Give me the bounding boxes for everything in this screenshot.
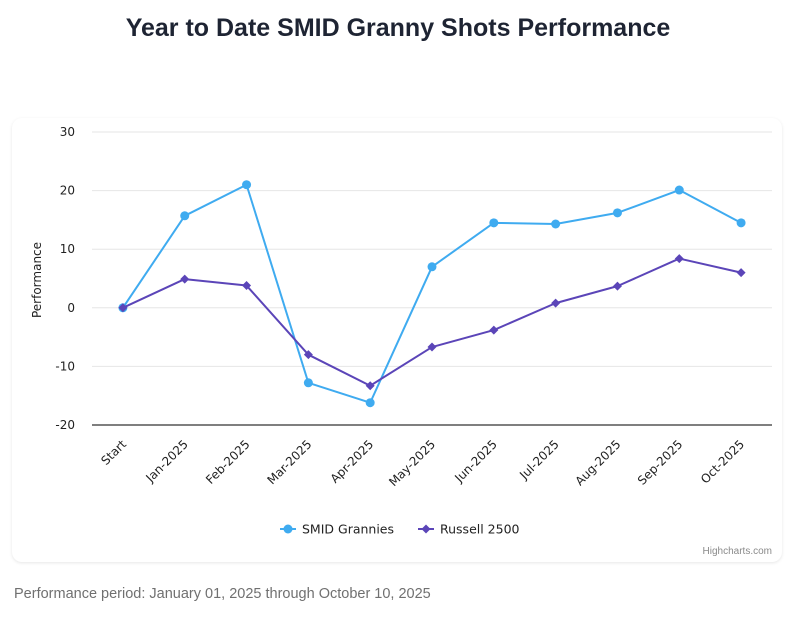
x-tick-label: Apr-2025 bbox=[328, 437, 377, 486]
page-title: Year to Date SMID Granny Shots Performan… bbox=[125, 14, 671, 42]
x-tick-label: Start bbox=[98, 437, 129, 468]
x-tick-label: Jan-2025 bbox=[143, 437, 191, 485]
x-tick-label: May-2025 bbox=[386, 437, 438, 489]
data-point[interactable] bbox=[612, 281, 622, 291]
data-point[interactable] bbox=[303, 378, 313, 388]
chart-card bbox=[12, 118, 782, 562]
legend-item[interactable]: SMID Grannies bbox=[280, 522, 394, 537]
legend-diamond-icon bbox=[421, 524, 431, 534]
series-line[interactable] bbox=[122, 183, 742, 404]
x-tick-label: Feb-2025 bbox=[203, 437, 253, 487]
data-point[interactable] bbox=[736, 218, 746, 228]
data-point[interactable] bbox=[365, 381, 375, 391]
data-point[interactable] bbox=[551, 219, 561, 229]
data-point[interactable] bbox=[427, 262, 437, 272]
x-tick-label: Mar-2025 bbox=[264, 437, 314, 487]
performance-period-note: Performance period: January 01, 2025 thr… bbox=[14, 586, 431, 602]
y-axis-title: Performance bbox=[30, 242, 44, 318]
data-point[interactable] bbox=[427, 342, 437, 352]
data-point[interactable] bbox=[118, 303, 128, 313]
y-tick-label: 10 bbox=[60, 242, 75, 256]
x-tick-label: Aug-2025 bbox=[572, 437, 623, 488]
x-axis-ticks: Start Jan-2025 Feb-2025 Mar-2025 Apr-2025 May… bbox=[98, 437, 747, 489]
highcharts-credit[interactable]: Highcharts.com bbox=[702, 546, 772, 557]
data-point[interactable] bbox=[612, 208, 622, 218]
series-russell-2500[interactable] bbox=[118, 254, 746, 391]
series-group bbox=[118, 180, 746, 408]
data-point[interactable] bbox=[180, 274, 190, 284]
y-tick-label: -20 bbox=[55, 418, 75, 432]
data-point[interactable] bbox=[736, 268, 746, 278]
x-tick-label: Jul-2025 bbox=[516, 437, 562, 483]
x-tick-label: Sep-2025 bbox=[635, 437, 686, 488]
legend-item[interactable]: Russell 2500 bbox=[418, 522, 520, 537]
legend-circle-icon bbox=[283, 524, 293, 534]
series-smid-grannies[interactable] bbox=[118, 180, 746, 408]
data-point[interactable] bbox=[489, 218, 499, 228]
legend-label: SMID Grannies bbox=[302, 522, 394, 537]
data-point[interactable] bbox=[674, 254, 684, 264]
legend: SMID Grannies Russell 2500 bbox=[280, 522, 520, 537]
y-axis-ticks: -20 -10 0 10 20 30 bbox=[55, 125, 75, 432]
data-point[interactable] bbox=[242, 180, 252, 190]
y-tick-label: 0 bbox=[67, 301, 75, 315]
x-tick-label: Jun-2025 bbox=[451, 437, 500, 486]
legend-label: Russell 2500 bbox=[440, 522, 520, 537]
data-point[interactable] bbox=[489, 325, 499, 335]
y-tick-label: 30 bbox=[60, 125, 75, 139]
data-point[interactable] bbox=[674, 185, 684, 195]
y-tick-label: -10 bbox=[55, 359, 75, 373]
data-point[interactable] bbox=[365, 398, 375, 408]
x-tick-label: Oct-2025 bbox=[698, 437, 747, 486]
y-tick-label: 20 bbox=[60, 184, 75, 198]
data-point[interactable] bbox=[242, 281, 252, 291]
data-point[interactable] bbox=[180, 211, 190, 221]
data-point[interactable] bbox=[303, 350, 313, 360]
data-point[interactable] bbox=[551, 298, 561, 308]
grid-lines bbox=[92, 131, 772, 367]
